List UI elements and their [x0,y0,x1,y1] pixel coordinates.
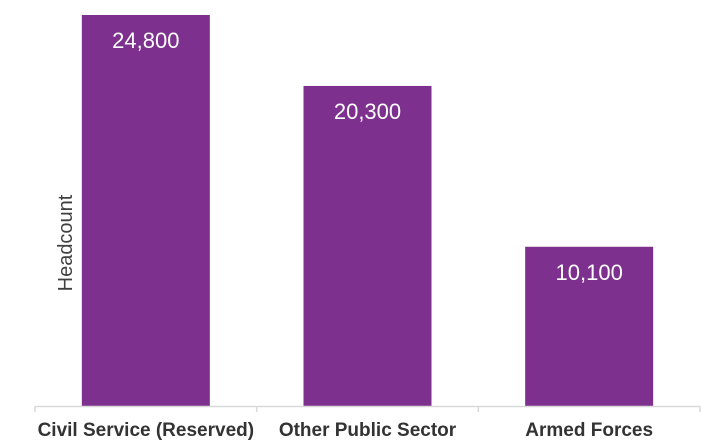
x-axis [34,405,701,412]
data-label-armed-forces: 10,100 [556,260,623,285]
bars-layer [81,15,654,407]
data-label-other-public-sector: 20,300 [334,99,401,124]
x-tick-label-civil-service-reserved: Civil Service (Reserved) [38,420,255,440]
data-label-civil-service-reserved: 24,800 [112,28,179,53]
bar-armed-forces [525,246,654,406]
bar-civil-service-reserved [81,15,210,406]
data-labels-layer: 24,800 20,300 10,100 [112,28,623,285]
x-tick-label-other-public-sector: Other Public Sector [279,420,457,440]
y-axis-title: Headcount [55,194,77,291]
bar-other-public-sector [303,85,432,407]
x-tick-labels: Civil Service (Reserved) Other Public Sec… [38,420,653,440]
x-tick-label-armed-forces: Armed Forces [525,420,653,440]
